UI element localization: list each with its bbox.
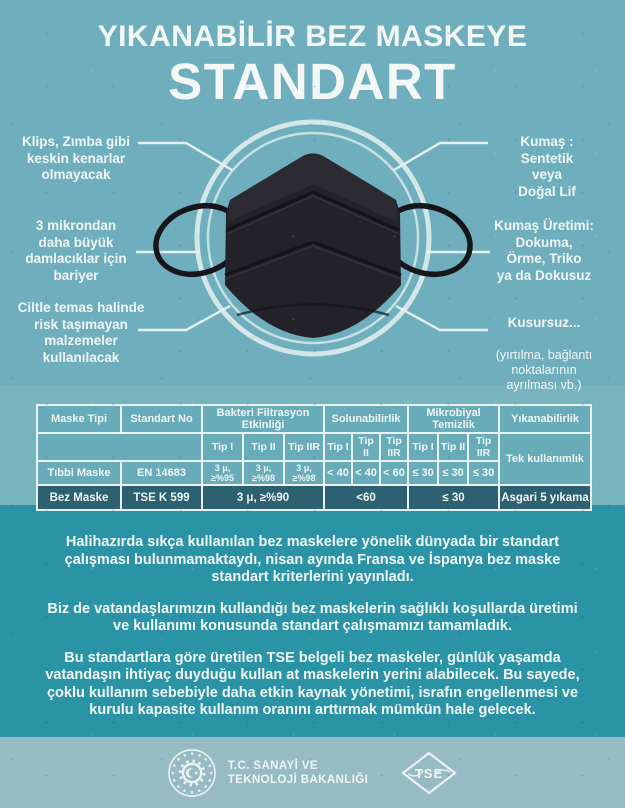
cell-mik-tip2: ≤ 30 — [437, 460, 470, 486]
cell-bfe: 3 μ, ≥%90 — [200, 484, 326, 511]
subheader-tip2r: Tip IIR — [467, 432, 501, 462]
cell-maske-tipi: Tıbbi Maske — [36, 460, 122, 486]
info-paragraph-1: Halihazırda sıkça kullanılan bez maskele… — [64, 534, 561, 585]
subheader-tip2r: Tip IIR — [282, 432, 326, 462]
title-line2: STANDART — [168, 52, 457, 110]
cell-mikrobiyal: ≤ 30 — [407, 484, 501, 511]
table-subheader-row: Tip I Tip II Tip IIR Tip I Tip II Tip II… — [36, 432, 593, 486]
callout-line-right-top — [393, 141, 488, 172]
cell-mik-tip1: ≤ 30 — [407, 460, 440, 486]
callout-flawless-detail: (yırtılma, bağlantı noktalarının ayrılma… — [495, 347, 593, 392]
cell-sol-tip1: < 40 — [323, 460, 354, 486]
ministry-name: T.C. SANAYİ VE TEKNOLOJİ BAKANLIĞI — [228, 759, 369, 787]
cell-sol-tip2r: < 60 — [379, 460, 410, 486]
tse-logo-icon: TSE — [401, 751, 458, 794]
callout-flawless: Kusursuz... (yırtılma, bağlantı noktalar… — [466, 298, 622, 409]
ministry-name-line2: TEKNOLOJİ BAKANLIĞI — [227, 773, 369, 786]
standards-table: Maske Tipi Standart No Bakteri Filtrasyo… — [36, 404, 593, 511]
cell-tek-kullanimlik: Tek kullanımlık — [498, 432, 593, 486]
callout-droplet-barrier: 3 mikrondan daha büyük damlacıklar için … — [25, 218, 127, 283]
callout-line-left-bottom — [138, 304, 231, 332]
callout-lines — [136, 141, 490, 332]
mask-photo — [153, 153, 473, 338]
header: YIKANABİLİR BEZ MASKEYE STANDART — [0, 0, 625, 107]
header-bfe: Bakteri Filtrasyon Etkinliği — [200, 404, 326, 434]
header-standart-no: Standart No — [120, 404, 203, 434]
subheader-tip2: Tip II — [437, 432, 470, 462]
header-yikanabilirlik: Yıkanabilirlik — [498, 404, 593, 434]
table-row-tibbi-maske: Tıbbi Maske EN 14683 3 μ, ≥%95 3 μ, ≥%98… — [36, 460, 591, 486]
subheader-tip2r: Tip IIR — [379, 432, 410, 462]
empty-cell — [36, 432, 203, 462]
info-paragraph-3: Bu standartlara göre üretilen TSE belgel… — [45, 649, 580, 719]
cell-sol-tip2: < 40 — [351, 460, 382, 486]
subheader-tip2: Tip II — [242, 432, 285, 462]
subheader-tip2: Tip II — [351, 432, 382, 462]
callout-fabric-production: Kumaş Üretimi: Dokuma, Örme, Triko ya da… — [494, 218, 594, 283]
subheader-tip1: Tip I — [407, 432, 440, 462]
tse-logo-text: TSE — [415, 766, 443, 781]
subheader-tip1: Tip I — [323, 432, 354, 462]
subheader-tip1: Tip I — [201, 432, 244, 462]
callout-skin-safe-materials: Ciltle temas halinde risk taşımayan malz… — [17, 300, 145, 365]
cell-bfe-tip1: 3 μ, ≥%95 — [201, 460, 244, 486]
cell-mik-tip2r: ≤ 30 — [467, 460, 501, 486]
callout-line-right-bottom — [395, 304, 488, 332]
callout-fabric-type: Kumaş : Sentetik veya Doğal Lif — [518, 134, 576, 199]
top-section: YIKANABİLİR BEZ MASKEYE STANDART — [0, 0, 625, 392]
cell-yikanabilirlik: Asgari 5 yıkama — [498, 484, 593, 511]
cell-standart-no: TSE K 599 — [120, 484, 203, 511]
cell-standart-no: EN 14683 — [120, 460, 203, 486]
cell-bfe-tip2r: 3 μ, ≥%98 — [282, 460, 326, 486]
circle-ring — [194, 119, 432, 357]
callout-sharp-edges: Klips, Zımba gibi keskin kenarlar olmaya… — [21, 134, 130, 182]
table-header-row: Maske Tipi Standart No Bakteri Filtrasyo… — [36, 404, 593, 434]
ministry-name-line1: T.C. SANAYİ VE — [227, 759, 318, 772]
info-section: Halihazırda sıkça kullanılan bez maskele… — [0, 505, 625, 737]
title-line1: YIKANABİLİR BEZ MASKEYE — [97, 20, 528, 53]
header-maske-tipi: Maske Tipi — [36, 404, 122, 434]
header-mikrobiyal: Mikrobiyal Temizlik — [407, 404, 501, 434]
header-solunabilirlik: Solunabilirlik — [323, 404, 410, 434]
callout-line-left-top — [138, 141, 233, 172]
table-row-bez-maske: Bez Maske TSE K 599 3 μ, ≥%90 <60 ≤ 30 A… — [36, 484, 593, 511]
callout-flawless-title: Kusursuz... — [507, 314, 581, 330]
mask-pleats — [224, 190, 402, 317]
info-paragraph-2: Biz de vatandaşlarımızın kullandığı bez … — [47, 600, 578, 635]
mask-top-panel — [228, 153, 398, 222]
footer: T.C. SANAYİ VE TEKNOLOJİ BAKANLIĞI TSE — [0, 737, 625, 808]
cell-maske-tipi: Bez Maske — [36, 484, 122, 511]
ministry-emblem-icon — [167, 748, 216, 797]
cell-bfe-tip2: 3 μ, ≥%98 — [242, 460, 285, 486]
mask-diagram: Klips, Zımba gibi keskin kenarlar olmaya… — [0, 110, 625, 392]
cell-solunabilirlik: <60 — [323, 484, 410, 511]
mask-diagram-graphic — [136, 119, 490, 357]
ministry-logo-block: T.C. SANAYİ VE TEKNOLOJİ BAKANLIĞI — [167, 748, 369, 798]
